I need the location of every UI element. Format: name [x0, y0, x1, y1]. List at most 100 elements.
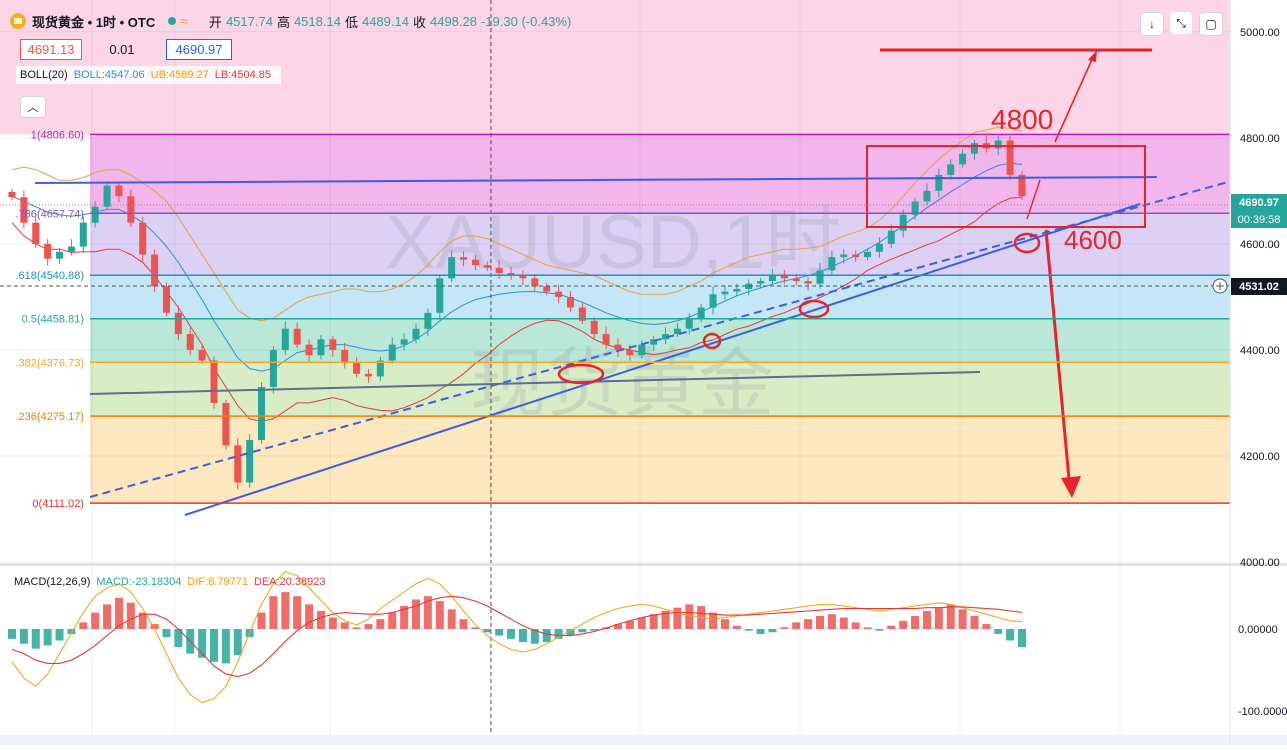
macd-bar	[566, 629, 575, 636]
close-value: 4498.28	[429, 13, 477, 29]
candle-body	[923, 190, 931, 202]
macd-bar	[625, 620, 634, 629]
arrow-connector	[1026, 179, 1041, 220]
macd-title: MACD(12,26,9)	[14, 576, 91, 588]
price-tick-1: 4800.00	[1240, 133, 1280, 145]
trend-drawings[interactable]: 4800 4600	[34, 48, 1229, 516]
candle-body	[697, 307, 705, 319]
price-scale[interactable]: 5000.00 4800.00 4600.00 4400.00 4200.00 4000.…	[1240, 27, 1280, 569]
collapse-legend-button[interactable]: ︿	[20, 96, 46, 118]
boll-legend[interactable]: BOLL(20) BOLL:4547.06 UB:4589.27 LB:4504…	[16, 66, 282, 84]
marker-circle-2[interactable]	[702, 332, 722, 350]
macd-legend[interactable]: MACD(12,26,9) MACD:-23.18304 DIF:8.79771…	[14, 576, 332, 588]
macd-scale[interactable]: 0.00000 -100.00000	[1238, 624, 1287, 718]
up-arrow-line[interactable]	[1054, 54, 1095, 143]
macd-bar	[269, 596, 278, 629]
symbol-title[interactable]: 现货黄金 • 1时 • OTC	[32, 14, 156, 30]
candle-body	[353, 363, 361, 374]
candle-body	[364, 373, 372, 377]
range-line-gray[interactable]	[89, 371, 981, 395]
down-arrow-line[interactable]	[1044, 229, 1072, 491]
candle-body	[329, 339, 337, 350]
macd-bar	[982, 624, 991, 629]
macd-bar	[1006, 629, 1015, 641]
fib-label-0: 1(4806.60)	[31, 129, 84, 141]
macd-bar	[293, 596, 302, 629]
macd-bar	[459, 619, 468, 629]
price-tick-3: 4400.00	[1240, 345, 1280, 357]
candle-body	[733, 288, 741, 292]
candle-body	[269, 349, 277, 388]
fib-label-3: 0.5(4458.81)	[22, 314, 84, 326]
candle-body	[721, 291, 729, 295]
collapse-arrows-icon: ⤡	[1176, 15, 1186, 30]
macd-bar	[875, 629, 884, 631]
marker-circle-1[interactable]	[557, 363, 605, 385]
macd-bar	[958, 609, 967, 629]
macd-bar	[495, 629, 504, 636]
buy-button[interactable]: 4690.97	[166, 39, 232, 60]
macd-tick-1: -100.00000	[1238, 706, 1287, 718]
market-status[interactable]: ≈	[161, 11, 203, 31]
spread-value: 0.01	[109, 42, 135, 57]
candle-body	[828, 257, 836, 271]
resistance-line[interactable]	[34, 176, 1158, 184]
low-label: 低	[344, 14, 358, 30]
candle-body	[460, 257, 468, 260]
macd-bar	[946, 604, 955, 629]
macd-bar	[305, 604, 314, 629]
macd-bar	[364, 624, 373, 629]
candle-body	[626, 349, 634, 356]
candle-body	[970, 143, 978, 154]
macd-bar	[792, 622, 801, 629]
macd-bar	[423, 596, 432, 629]
price-tick-5: 4000.00	[1240, 557, 1280, 569]
macd-bar	[221, 629, 230, 664]
macd-bar	[114, 597, 123, 629]
candle-body	[436, 278, 444, 313]
macd-bar	[103, 604, 112, 629]
candle-body	[887, 230, 895, 244]
candle-body	[959, 153, 967, 165]
macd-bar	[590, 629, 599, 631]
candle-body	[317, 339, 325, 356]
high-value: 4518.14	[293, 13, 341, 29]
candle-body	[258, 387, 266, 441]
candle-body	[519, 275, 527, 279]
candle-body	[911, 201, 919, 215]
candle-body	[448, 257, 456, 279]
candle-body	[531, 278, 539, 287]
fullscreen-button[interactable]: ▢	[1199, 12, 1223, 36]
grid-lines	[0, 0, 1230, 740]
macd-bar	[138, 612, 147, 629]
candlesticks	[8, 134, 1026, 490]
open-value: 4517.74	[225, 13, 273, 29]
macd-bar	[970, 615, 979, 629]
candle-body	[400, 339, 408, 345]
down-arrow-head	[1061, 476, 1081, 498]
consolidation-box[interactable]	[866, 145, 1146, 228]
support-trendline-dashed[interactable]	[89, 181, 1229, 498]
macd-bar	[827, 614, 836, 629]
marker-circle-3[interactable]	[798, 299, 830, 319]
macd-bar	[887, 625, 896, 629]
sell-button[interactable]: 4691.13	[20, 39, 82, 60]
macd-bar	[899, 620, 908, 629]
macd-bar	[851, 622, 860, 629]
pane-separator[interactable]	[0, 563, 1287, 566]
support-trendline-solid[interactable]	[184, 203, 1141, 516]
marker-circle-4[interactable]	[1013, 232, 1041, 254]
candle-body	[994, 140, 1002, 149]
boll-lower: LB:4504.85	[214, 69, 272, 81]
download-button[interactable]: ↓	[1140, 12, 1164, 36]
macd-bar	[257, 612, 266, 629]
candle-body	[162, 286, 170, 313]
bar-countdown-tag: 00:39:58	[1231, 211, 1287, 228]
fib-retracement[interactable]	[0, 0, 1230, 504]
collapse-panels-button[interactable]: ⤡	[1170, 12, 1192, 34]
macd-bar	[804, 619, 813, 629]
candle-body	[151, 254, 159, 287]
candle-body	[8, 191, 16, 198]
